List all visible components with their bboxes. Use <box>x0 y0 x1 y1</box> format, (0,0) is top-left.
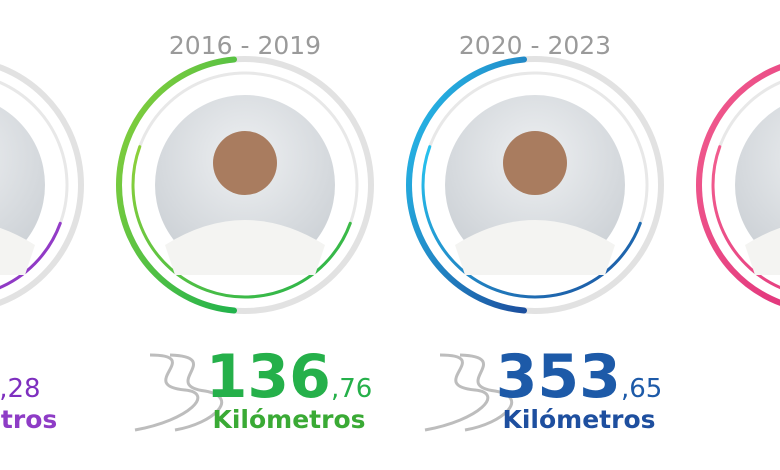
inner-ring <box>0 80 69 290</box>
value-decimal: ,65 <box>621 374 662 404</box>
kilometers-value: 353,65 <box>496 342 663 412</box>
unit-label: ómetros <box>0 405 57 434</box>
inner-arc <box>711 145 780 290</box>
value-integer: 136 <box>206 342 331 412</box>
outer-arc <box>405 56 528 314</box>
panel: 202 <box>695 64 780 306</box>
photo <box>0 107 45 263</box>
value-decimal: ,28 <box>0 374 41 404</box>
period-title: 2016 - 2019 <box>169 31 321 60</box>
kilometers-value: 136,76 <box>206 342 373 412</box>
unit-label: Kilómetros <box>502 405 655 434</box>
road-icon <box>424 353 514 432</box>
photo <box>735 107 780 263</box>
panel: 156,28ómetros <box>0 64 84 434</box>
inner-arc <box>131 145 352 299</box>
period-title: 2020 - 2023 <box>459 31 611 60</box>
unit-label: Kilómetros <box>212 405 365 434</box>
outer-arc <box>115 56 238 314</box>
inner-arc <box>0 221 62 290</box>
outer-arc <box>695 64 780 306</box>
photo-body <box>455 220 615 275</box>
photo-head <box>213 131 277 195</box>
photo-body <box>0 227 35 275</box>
inner-arc <box>421 145 642 299</box>
outer-ring <box>0 64 84 306</box>
value-integer: 353 <box>496 342 621 412</box>
kilometers-value: 6,28 <box>0 342 41 412</box>
value-decimal: ,76 <box>331 374 372 404</box>
photo-body <box>745 227 780 275</box>
road-icon <box>134 353 224 432</box>
photo-head <box>503 131 567 195</box>
photo-body <box>165 220 325 275</box>
